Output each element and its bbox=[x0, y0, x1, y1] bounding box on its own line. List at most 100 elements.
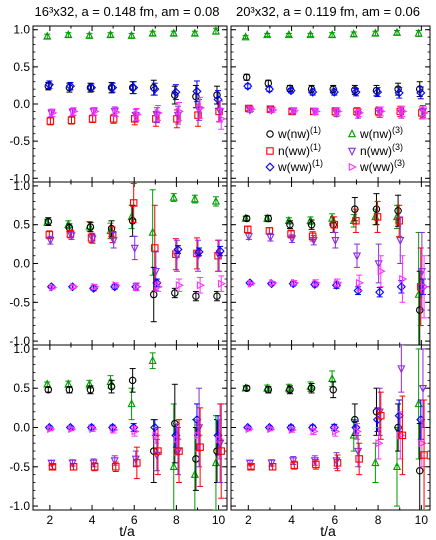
data-point-w-ww-1 bbox=[44, 80, 54, 90]
data-point-n-ww-1 bbox=[290, 461, 299, 469]
data-point-w-ww-3 bbox=[399, 107, 408, 116]
data-point-w-ww-3 bbox=[112, 108, 121, 117]
data-point-w-nw-3 bbox=[43, 31, 52, 40]
data-point-w-ww-3 bbox=[154, 282, 163, 291]
data-point-n-ww-3 bbox=[110, 457, 119, 466]
data-point-w-ww-3 bbox=[399, 274, 408, 284]
data-point-n-ww-3 bbox=[88, 235, 97, 244]
data-point-w-nw-3 bbox=[64, 29, 73, 39]
data-point-w-nw-3 bbox=[328, 29, 337, 39]
data-point-w-nw-3 bbox=[414, 28, 423, 37]
data-point-w-ww-3 bbox=[247, 105, 256, 114]
data-point-w-nw-3 bbox=[190, 28, 199, 37]
data-point-n-ww-3 bbox=[46, 236, 55, 246]
data-point-n-ww-1 bbox=[312, 460, 320, 469]
column-title-right: 20³x32, a = 0.119 fm, am = 0.06 bbox=[236, 4, 420, 19]
data-point-w-nw-1 bbox=[149, 290, 158, 299]
data-point-w-nw-3 bbox=[392, 27, 402, 36]
data-point-w-nw-3 bbox=[169, 461, 178, 471]
data-point-n-ww-3 bbox=[331, 236, 340, 246]
data-point-w-ww-1 bbox=[264, 84, 274, 94]
data-point-w-nw-3 bbox=[263, 29, 272, 39]
data-point-w-ww-3 bbox=[133, 282, 142, 291]
x-tick-label: 8 bbox=[173, 513, 180, 527]
data-point-w-nw-3 bbox=[190, 194, 199, 203]
data-point-w-ww-3 bbox=[217, 279, 227, 288]
data-point-w-ww-3 bbox=[418, 439, 427, 448]
data-point-n-ww-3 bbox=[288, 235, 297, 244]
data-point-w-nw-1 bbox=[213, 292, 221, 300]
data-point-w-ww-3 bbox=[312, 278, 321, 287]
data-point-w-ww-3 bbox=[269, 278, 278, 287]
data-point-w-nw-3 bbox=[211, 26, 221, 35]
data-point-w-ww-1 bbox=[394, 411, 404, 421]
data-point-w-ww-3 bbox=[131, 427, 140, 436]
data-point-w-ww-3 bbox=[173, 435, 182, 444]
data-point-w-ww-3 bbox=[70, 282, 79, 291]
data-point-w-ww-3 bbox=[245, 424, 254, 434]
data-point-w-nw-3 bbox=[169, 192, 178, 201]
x-tick-label: 10 bbox=[415, 513, 429, 527]
data-point-w-nw-3 bbox=[85, 30, 94, 39]
y-tick-label: -1.0 bbox=[9, 171, 30, 185]
data-point-w-nw-1 bbox=[307, 220, 316, 229]
y-tick-label: 0.5 bbox=[13, 218, 30, 232]
data-point-w-ww-1 bbox=[150, 84, 160, 94]
data-point-w-ww-1 bbox=[243, 81, 253, 91]
data-point-w-ww-3 bbox=[377, 267, 386, 276]
data-point-w-nw-1 bbox=[86, 223, 95, 231]
data-point-n-ww-1 bbox=[48, 463, 57, 471]
data-point-n-ww-3 bbox=[244, 233, 253, 242]
data-point-n-ww-3 bbox=[109, 236, 118, 246]
y-tick-label: -1.0 bbox=[9, 499, 30, 513]
data-point-w-nw-3 bbox=[211, 457, 221, 467]
legend-label: n(ww)(3) bbox=[360, 142, 403, 158]
data-layer bbox=[43, 26, 227, 130]
data-point-n-ww-1 bbox=[308, 232, 317, 241]
data-point-w-ww-3 bbox=[355, 108, 365, 118]
data-point-w-ww-3 bbox=[89, 424, 98, 434]
data-point-w-ww-1 bbox=[375, 287, 385, 297]
data-point-w-ww-1 bbox=[110, 282, 120, 292]
data-point-w-ww-1 bbox=[286, 86, 296, 96]
data-point-n-ww-3 bbox=[374, 260, 383, 269]
data-point-w-nw-3 bbox=[127, 30, 136, 39]
data-point-n-ww-3 bbox=[417, 268, 426, 277]
data-point-w-ww-1 bbox=[86, 83, 97, 93]
y-tick-label: 1.0 bbox=[13, 179, 30, 193]
data-point-w-nw-3 bbox=[371, 28, 380, 37]
data-point-n-ww-3 bbox=[151, 268, 160, 277]
panel-r2c1: 2 4 6 8 10 bbox=[230, 344, 431, 527]
y-tick-label: 0.5 bbox=[13, 381, 30, 395]
data-point-n-ww-1 bbox=[90, 463, 99, 471]
data-layer bbox=[43, 352, 225, 510]
data-point-w-nw-1 bbox=[394, 423, 402, 432]
data-point-n-ww-1 bbox=[352, 217, 360, 225]
data-point-n-ww-3 bbox=[173, 111, 183, 121]
data-point-w-ww-1 bbox=[308, 87, 318, 97]
data-point-w-ww-1 bbox=[150, 422, 160, 433]
data-point-n-ww-1 bbox=[395, 217, 403, 225]
data-point-w-nw-3 bbox=[284, 29, 293, 39]
data-point-n-ww-3 bbox=[396, 236, 405, 246]
data-point-w-ww-1 bbox=[329, 87, 339, 97]
data-point-w-nw-1 bbox=[86, 386, 95, 394]
data-point-w-nw-3 bbox=[306, 29, 315, 39]
data-point-n-ww-1 bbox=[330, 220, 339, 229]
data-point-n-ww-1 bbox=[333, 459, 342, 467]
legend-label: w(nw)(1) bbox=[277, 125, 321, 141]
data-point-w-ww-3 bbox=[355, 278, 365, 287]
data-point-w-ww-3 bbox=[420, 108, 429, 118]
data-point-w-nw-3 bbox=[106, 29, 115, 39]
data-point-n-ww-3 bbox=[152, 451, 161, 460]
data-point-w-ww-3 bbox=[291, 106, 300, 115]
data-point-w-ww-3 bbox=[91, 107, 100, 116]
data-point-w-nw-3 bbox=[148, 227, 157, 236]
data-point-n-ww-3 bbox=[67, 232, 76, 241]
data-point-w-nw-1 bbox=[372, 205, 381, 213]
data-point-n-ww-1 bbox=[398, 431, 407, 440]
data-point-w-nw-1 bbox=[351, 415, 359, 424]
x-tick-label: 2 bbox=[47, 513, 54, 527]
data-point-n-ww-1 bbox=[151, 244, 159, 252]
y-tick-label: 1.0 bbox=[13, 342, 30, 356]
